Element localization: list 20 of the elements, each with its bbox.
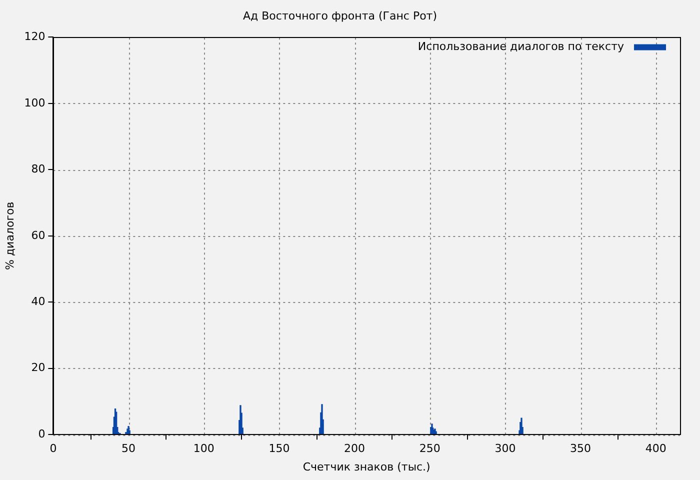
x-tick-label: 200	[344, 442, 366, 456]
y-tick-label: 120	[24, 30, 46, 44]
x-tick-label: 300	[494, 442, 516, 456]
x-tick-label: 100	[193, 442, 214, 456]
y-tick-label: 20	[31, 361, 46, 374]
x-axis-title: Счетчик знаков (тыс.)	[302, 460, 430, 474]
x-tick-label: 0	[50, 442, 57, 456]
x-tick-label: 50	[122, 442, 136, 456]
chart-title: Ад Восточного фронта (Ганс Рот)	[242, 9, 438, 22]
legend-label: Использование диалогов по тексту	[418, 40, 624, 54]
x-tick-label: 250	[419, 442, 440, 456]
y-tick-label: 0	[38, 427, 46, 440]
y-tick-label: 40	[31, 294, 46, 308]
y-axis-title: % диалогов	[3, 202, 16, 270]
y-tick-label: 100	[24, 96, 46, 110]
x-tick-label: 350	[570, 442, 592, 456]
y-tick-label: 80	[31, 162, 46, 176]
x-tick-label: 150	[268, 442, 290, 456]
y-tick-label: 60	[31, 228, 46, 242]
x-tick-label: 400	[645, 442, 666, 456]
